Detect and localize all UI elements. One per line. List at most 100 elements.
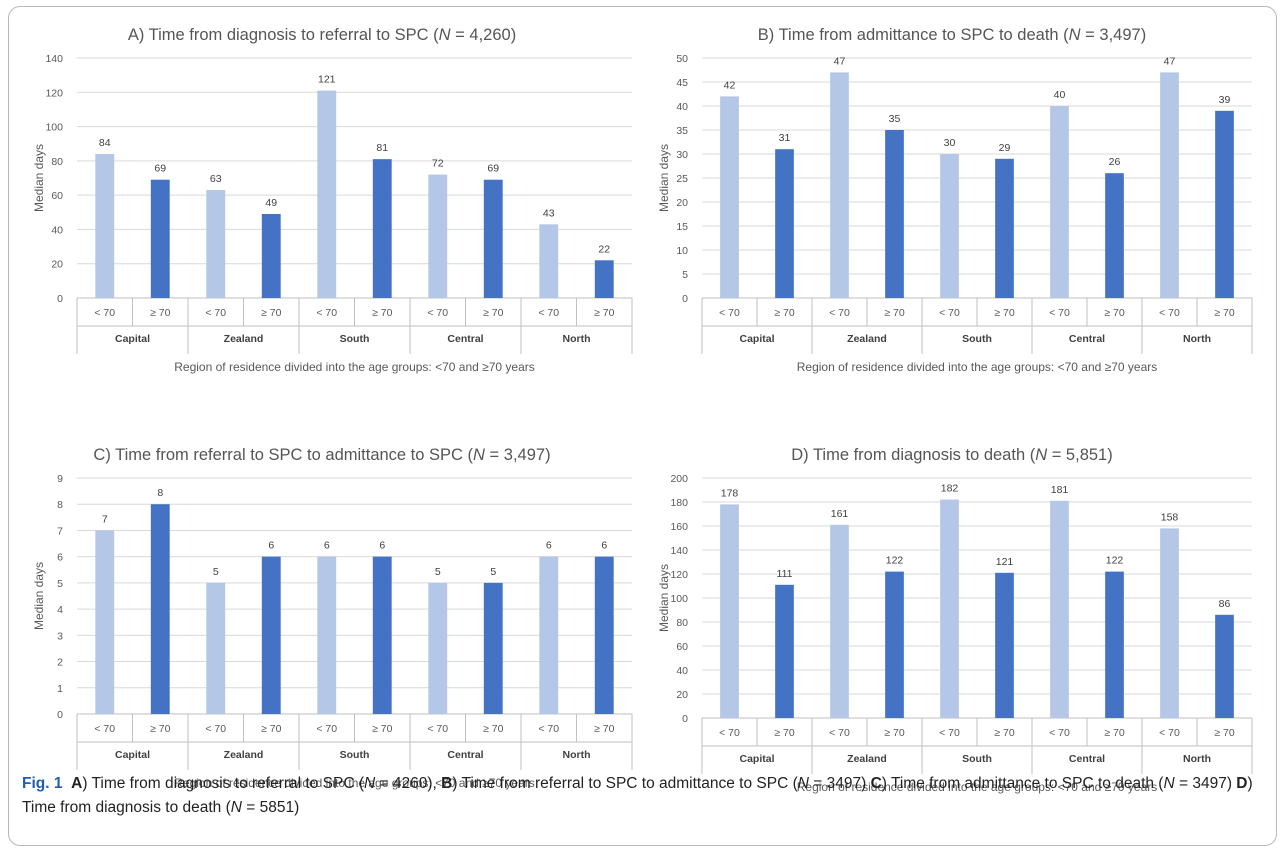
data-label: 69 <box>154 163 166 175</box>
age-group-label: ≥ 70 <box>261 723 282 735</box>
data-label: 178 <box>721 487 739 499</box>
region-label: Central <box>447 333 483 345</box>
y-tick-label: 25 <box>676 173 688 185</box>
y-tick-label: 140 <box>45 53 63 65</box>
age-group-label: ≥ 70 <box>594 723 615 735</box>
age-group-label: ≥ 70 <box>1214 727 1235 739</box>
y-tick-label: 8 <box>57 499 63 511</box>
age-group-label: ≥ 70 <box>1214 307 1235 319</box>
bar <box>428 174 448 298</box>
age-group-label: < 70 <box>829 727 850 739</box>
bar <box>995 572 1014 718</box>
age-group-label: ≥ 70 <box>1104 307 1125 319</box>
bar <box>830 72 849 299</box>
bar <box>885 130 904 298</box>
figure-caption: Fig. 1 A) Time from diagnosis to referra… <box>22 772 1267 820</box>
data-label: 39 <box>1219 94 1231 106</box>
caption-d-letter: D <box>1236 775 1248 792</box>
bar <box>775 149 794 298</box>
region-label: Zealand <box>224 333 264 345</box>
chart-panel-d: D) Time from diagnosis to death (N = 5,8… <box>657 446 1253 794</box>
data-label: 47 <box>1164 55 1176 67</box>
y-tick-label: 45 <box>676 77 688 89</box>
x-axis-label: Region of residence divided into the age… <box>174 776 535 790</box>
y-axis-label: Median days <box>657 144 671 212</box>
y-tick-label: 100 <box>670 593 688 605</box>
y-tick-label: 0 <box>57 709 63 721</box>
chart-title: B) Time from admittance to SPC to death … <box>758 26 1146 44</box>
age-group-label: < 70 <box>427 307 448 319</box>
region-label: South <box>962 753 992 765</box>
region-label: Capital <box>115 333 150 345</box>
region-label: Central <box>1069 753 1105 765</box>
data-label: 6 <box>268 540 274 552</box>
age-group-label: < 70 <box>538 723 559 735</box>
age-group-label: < 70 <box>1159 307 1180 319</box>
bar <box>150 179 170 298</box>
bar <box>885 571 904 718</box>
y-tick-label: 40 <box>676 101 688 113</box>
age-group-label: ≥ 70 <box>261 307 282 319</box>
caption-d-value: = 5851) <box>241 799 300 816</box>
bar <box>594 556 614 714</box>
data-label: 5 <box>435 566 441 578</box>
y-tick-label: 40 <box>51 224 63 236</box>
y-tick-label: 7 <box>57 525 63 537</box>
region-label: Central <box>447 749 483 761</box>
data-label: 6 <box>546 540 552 552</box>
y-axis-label: Median days <box>32 144 46 212</box>
data-label: 6 <box>379 540 385 552</box>
age-group-label: < 70 <box>205 723 226 735</box>
y-tick-label: 140 <box>670 545 688 557</box>
y-tick-label: 0 <box>682 713 688 725</box>
data-label: 181 <box>1051 484 1069 496</box>
data-label: 121 <box>318 74 336 86</box>
chart-title: D) Time from diagnosis to death (N = 5,8… <box>791 446 1112 464</box>
caption-c-letter: C <box>870 775 882 792</box>
bar <box>206 190 226 298</box>
y-tick-label: 35 <box>676 125 688 137</box>
y-axis-label: Median days <box>657 564 671 632</box>
age-group-label: < 70 <box>939 727 960 739</box>
y-tick-label: 6 <box>57 552 63 564</box>
y-tick-label: 40 <box>676 665 688 677</box>
age-group-label: ≥ 70 <box>483 307 504 319</box>
age-group-label: ≥ 70 <box>884 727 905 739</box>
bar <box>830 524 849 718</box>
bar <box>206 582 226 714</box>
y-tick-label: 20 <box>51 259 63 271</box>
y-tick-label: 180 <box>670 497 688 509</box>
caption-b-text: ) Time from referral to SPC to admittanc… <box>452 775 798 792</box>
y-tick-label: 3 <box>57 630 63 642</box>
y-tick-label: 120 <box>45 87 63 99</box>
age-group-label: < 70 <box>316 307 337 319</box>
age-group-label: ≥ 70 <box>994 307 1015 319</box>
age-group-label: ≥ 70 <box>774 727 795 739</box>
bar <box>1105 571 1124 718</box>
bar <box>483 179 503 298</box>
x-axis-label: Region of residence divided into the age… <box>797 780 1158 794</box>
bar <box>1050 106 1069 298</box>
data-label: 29 <box>999 142 1011 154</box>
data-label: 86 <box>1219 598 1231 610</box>
data-label: 35 <box>889 113 901 125</box>
data-label: 81 <box>376 142 388 154</box>
age-group-label: ≥ 70 <box>372 723 393 735</box>
caption-a-letter: A <box>71 775 83 792</box>
y-tick-label: 160 <box>670 521 688 533</box>
age-group-label: < 70 <box>538 307 559 319</box>
bar <box>261 556 281 714</box>
data-label: 6 <box>601 540 607 552</box>
caption-d-text: ) Time from diagnosis to death ( <box>22 775 1253 816</box>
caption-d-n: N <box>230 799 242 816</box>
age-group-label: < 70 <box>719 307 740 319</box>
y-axis-label: Median days <box>32 562 46 630</box>
age-group-label: < 70 <box>1049 727 1070 739</box>
age-group-label: < 70 <box>316 723 337 735</box>
y-tick-label: 80 <box>51 156 63 168</box>
caption-a-n: N <box>363 775 376 792</box>
bar <box>1215 110 1234 298</box>
y-tick-label: 120 <box>670 569 688 581</box>
bar <box>539 556 559 714</box>
data-label: 26 <box>1109 156 1121 168</box>
